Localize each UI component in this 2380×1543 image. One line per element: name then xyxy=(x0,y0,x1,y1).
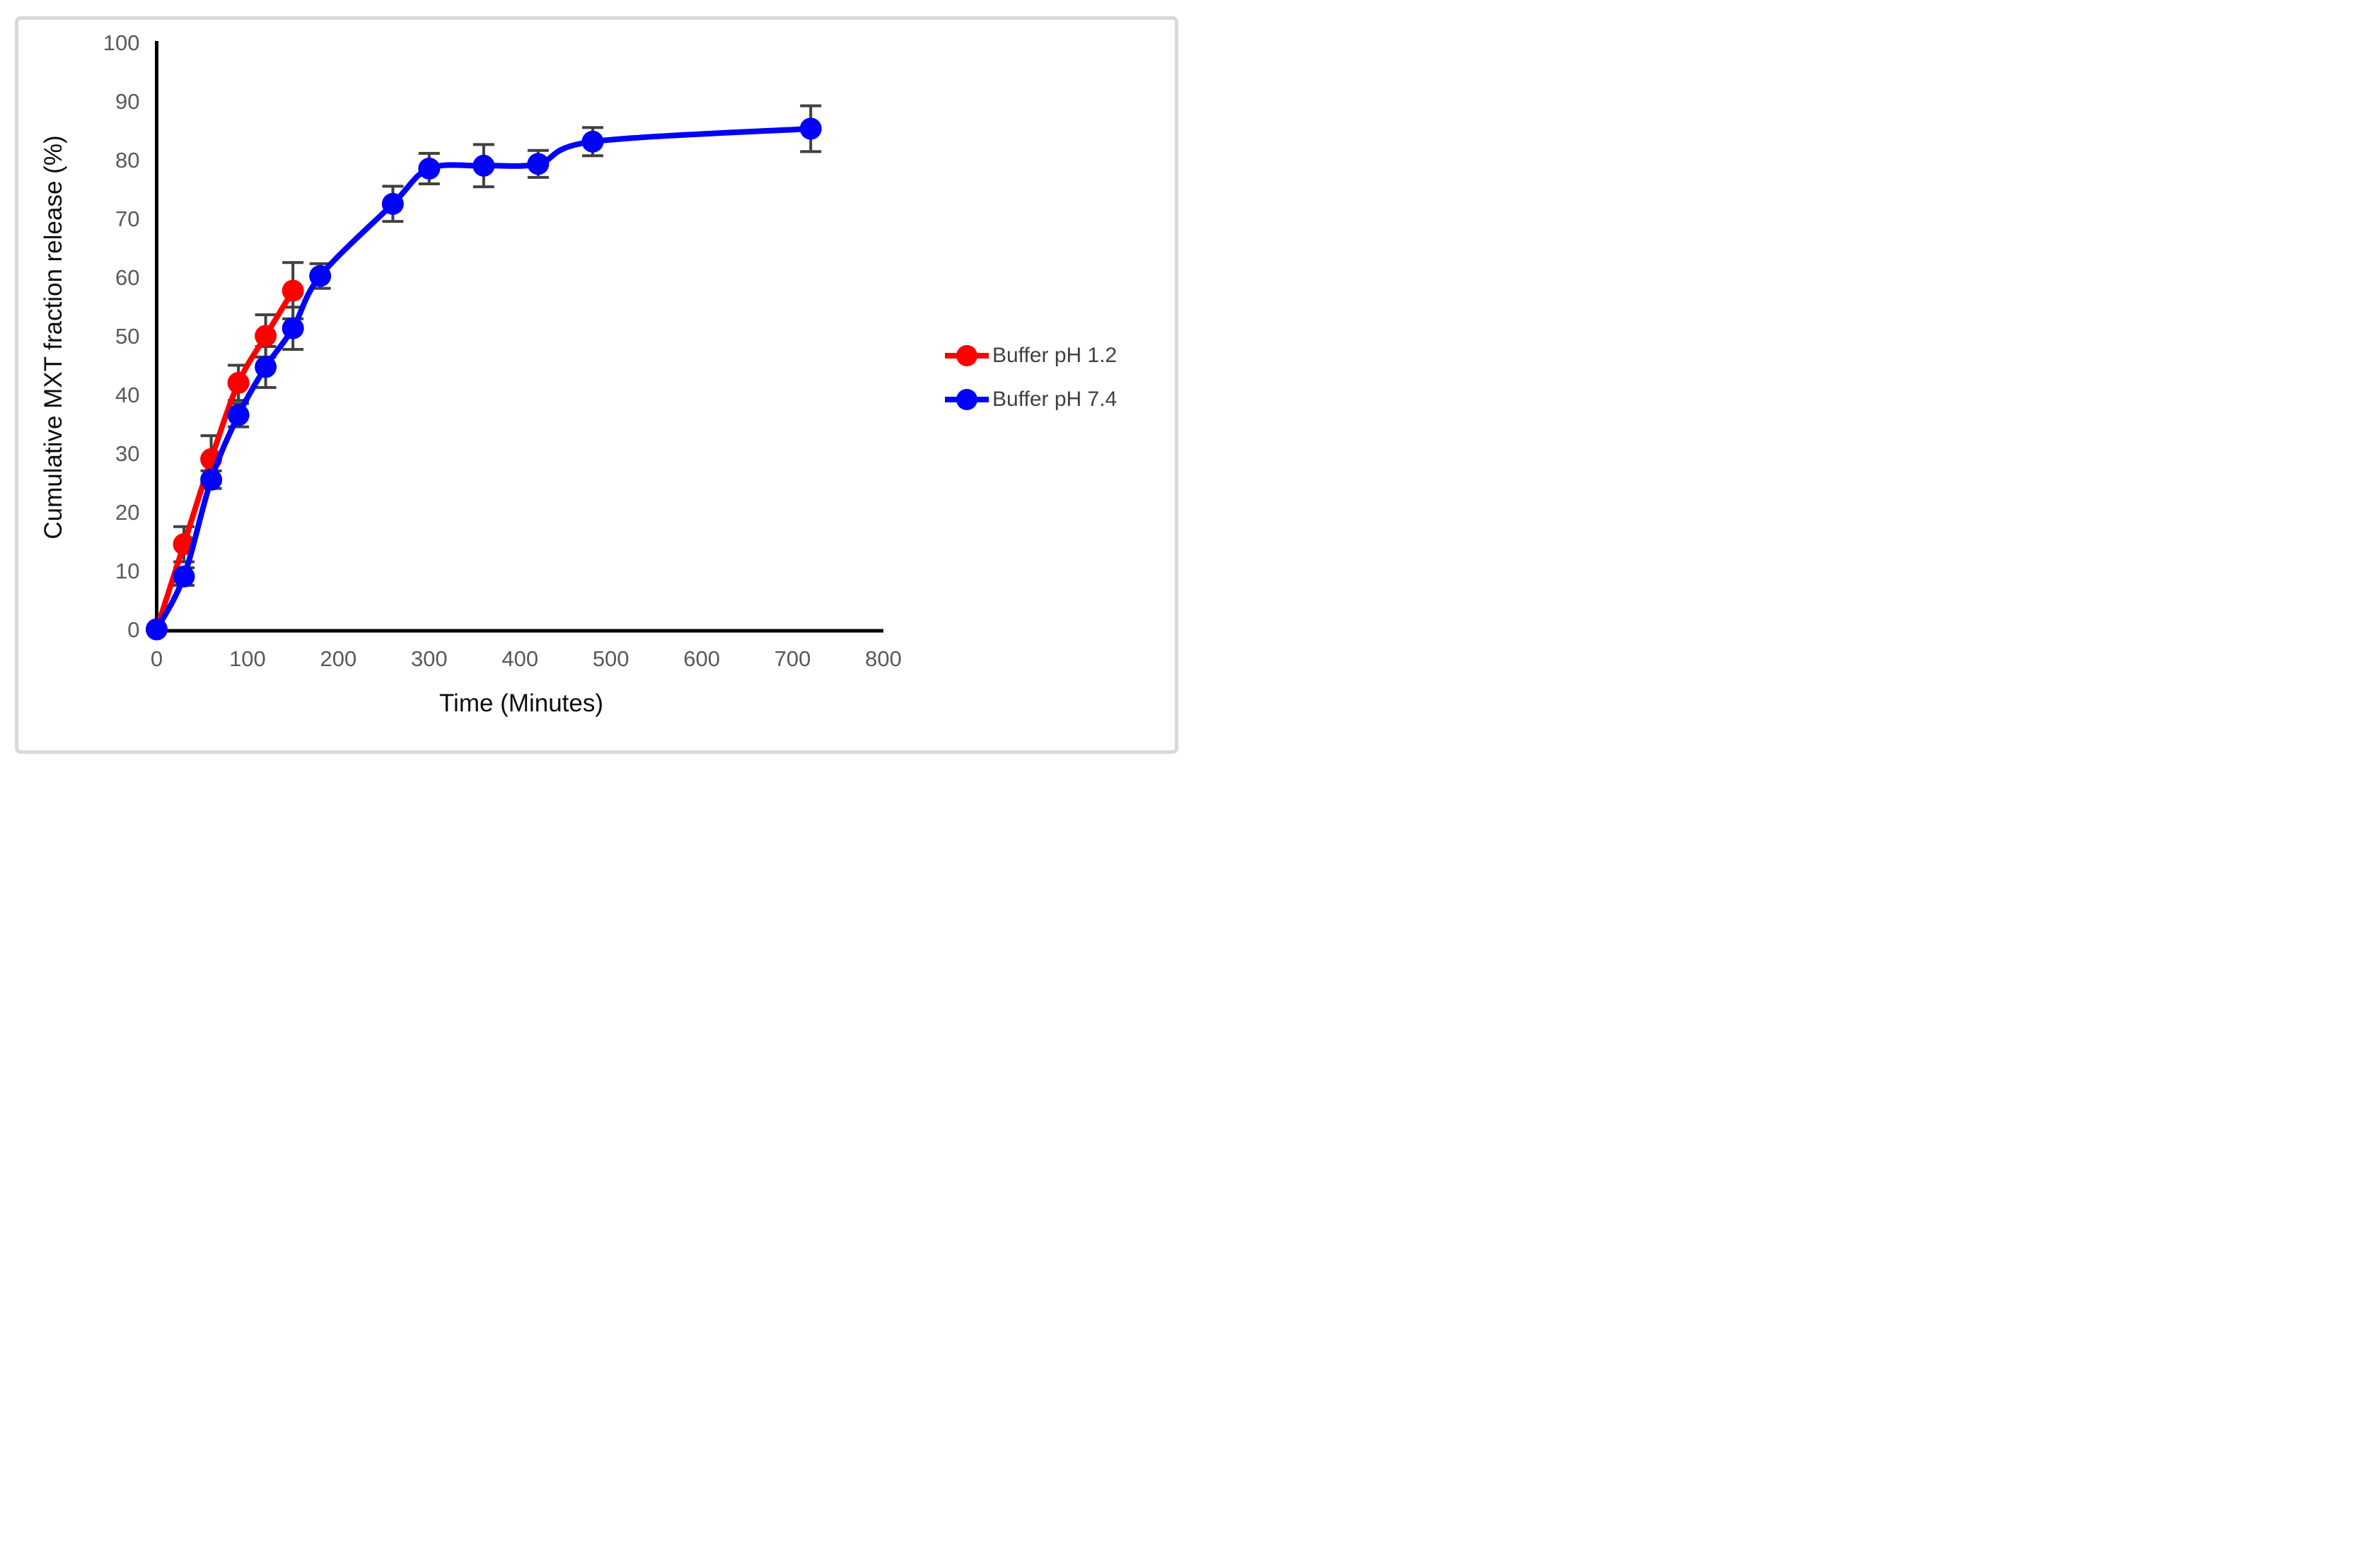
data-point-marker xyxy=(173,565,195,588)
legend-label: Buffer pH 1.2 xyxy=(992,344,1118,367)
svg-text:300: 300 xyxy=(411,646,448,671)
legend-marker-buffer-ph-1-2 xyxy=(945,344,989,368)
release-profile-chart: 0 10 20 30 40 50 60 70 80 90 100 0 100 200 300 400 500 60… xyxy=(103,30,902,671)
release-profile-figure: 0 10 20 30 40 50 60 70 80 90 100 0 100 200 300 400 500 60… xyxy=(0,0,1190,772)
series-buffer-ph-7-4 xyxy=(146,117,822,641)
data-point-marker xyxy=(581,130,604,153)
svg-text:600: 600 xyxy=(683,646,720,671)
data-point-marker xyxy=(281,279,304,302)
svg-text:500: 500 xyxy=(593,646,629,671)
data-point-marker xyxy=(255,356,277,378)
data-point-marker xyxy=(472,154,495,177)
data-point-marker xyxy=(255,325,277,347)
svg-text:70: 70 xyxy=(115,206,139,231)
svg-text:80: 80 xyxy=(115,148,139,173)
data-point-marker xyxy=(527,153,550,175)
y-tick-labels: 0 10 20 30 40 50 60 70 80 90 100 xyxy=(103,30,140,642)
svg-text:40: 40 xyxy=(115,383,139,407)
svg-text:60: 60 xyxy=(115,265,139,290)
legend-item-buffer-ph-1-2: Buffer pH 1.2 xyxy=(945,344,1117,368)
svg-text:700: 700 xyxy=(774,646,811,671)
legend-dot-icon xyxy=(956,389,977,410)
data-point-marker xyxy=(146,618,168,641)
svg-text:0: 0 xyxy=(151,646,163,671)
legend-label: Buffer pH 7.4 xyxy=(992,388,1118,411)
legend: Buffer pH 1.2 Buffer pH 7.4 xyxy=(945,344,1117,412)
svg-text:10: 10 xyxy=(115,559,139,583)
data-point-marker xyxy=(381,192,404,215)
svg-text:20: 20 xyxy=(115,500,139,525)
x-tick-labels: 0 100 200 300 400 500 600 700 800 xyxy=(151,646,902,671)
svg-text:50: 50 xyxy=(115,324,139,349)
data-point-marker xyxy=(281,317,304,339)
series-buffer-ph-1-2 xyxy=(146,279,304,641)
legend-item-buffer-ph-7-4: Buffer pH 7.4 xyxy=(945,388,1117,412)
svg-text:0: 0 xyxy=(127,617,139,642)
data-point-marker xyxy=(200,468,223,491)
legend-dot-icon xyxy=(956,345,977,366)
svg-text:400: 400 xyxy=(501,646,538,671)
data-point-marker xyxy=(309,264,332,287)
svg-text:200: 200 xyxy=(320,646,357,671)
y-axis-title: Cumulative MXT fraction release (%) xyxy=(40,135,67,540)
data-point-marker xyxy=(418,157,441,180)
data-point-marker xyxy=(227,404,250,426)
x-axis-title: Time (Minutes) xyxy=(439,689,604,717)
svg-text:30: 30 xyxy=(115,441,139,466)
series-line xyxy=(153,126,814,632)
data-point-marker xyxy=(799,117,822,140)
svg-text:100: 100 xyxy=(229,646,266,671)
legend-marker-buffer-ph-7-4 xyxy=(945,388,989,412)
svg-text:90: 90 xyxy=(115,89,139,114)
svg-text:100: 100 xyxy=(103,30,140,55)
svg-text:800: 800 xyxy=(865,646,902,671)
data-point-marker xyxy=(227,371,250,394)
